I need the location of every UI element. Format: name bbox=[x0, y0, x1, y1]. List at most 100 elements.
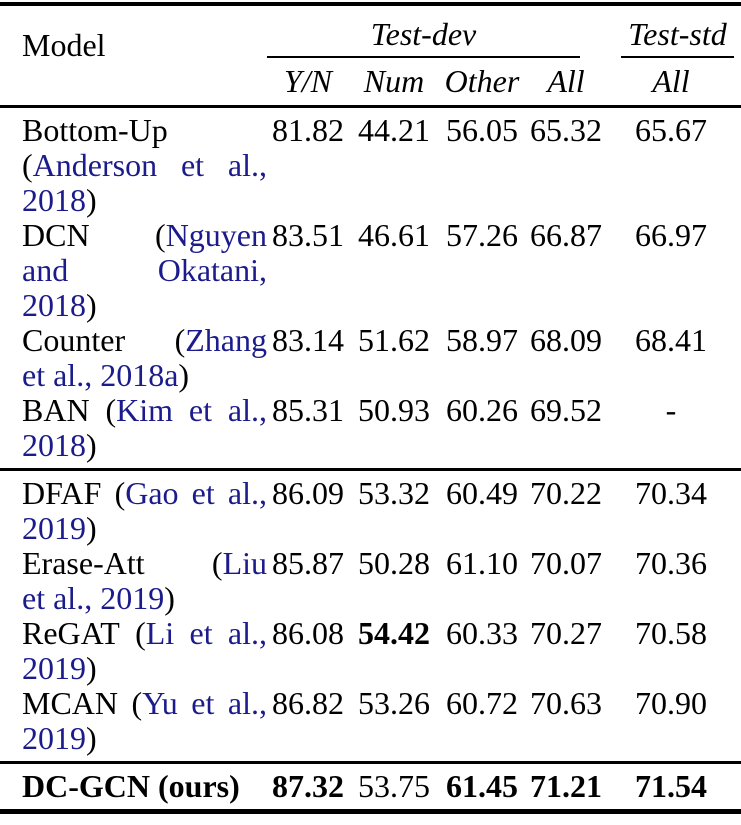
metric-value: 69.52 bbox=[530, 392, 602, 428]
model-name-text: ) bbox=[86, 720, 97, 756]
word: Bottom-Up bbox=[22, 113, 168, 148]
metric-value: 46.61 bbox=[358, 217, 430, 253]
word: (Anderson bbox=[22, 148, 157, 183]
model-cell: Counter (Zhang et al., 2018a) bbox=[22, 323, 267, 393]
model-name-text: BAN bbox=[22, 392, 90, 428]
citation-link[interactable]: 2019 bbox=[100, 580, 165, 616]
model-column-header: Model bbox=[22, 27, 106, 63]
citation-link[interactable]: Nguyen bbox=[165, 217, 267, 253]
header-rule bbox=[0, 105, 741, 108]
top-rule bbox=[0, 2, 741, 6]
model-cell: DCN (Nguyen and Okatani, 2018) bbox=[22, 218, 267, 323]
citation-link[interactable]: Li bbox=[145, 615, 175, 651]
column-header-other: Other bbox=[444, 63, 520, 99]
citation-link[interactable]: et bbox=[191, 475, 215, 511]
model-cell: Erase-Att (Liu et al., 2019) bbox=[22, 546, 267, 616]
model-name-text: ( bbox=[174, 322, 186, 358]
citation-link[interactable]: et bbox=[22, 357, 46, 393]
metric-value: 81.82 bbox=[272, 112, 344, 148]
word: and bbox=[22, 253, 68, 288]
citation-link[interactable]: et bbox=[180, 147, 205, 183]
metric-value: - bbox=[665, 392, 677, 428]
metric-value: 60.72 bbox=[446, 685, 518, 721]
column-header-all: All bbox=[652, 63, 690, 99]
citation-link[interactable]: 2018a bbox=[100, 357, 179, 393]
model-name-text: DFAF bbox=[22, 475, 102, 511]
model-name-text: ) bbox=[86, 427, 97, 463]
metric-value: 70.22 bbox=[530, 475, 602, 511]
citation-link[interactable]: al., bbox=[227, 475, 267, 511]
citation-link[interactable]: al., bbox=[227, 392, 267, 428]
metric-value: 58.97 bbox=[446, 322, 518, 358]
citation-link[interactable]: 2018 bbox=[22, 427, 86, 463]
word: (Li bbox=[135, 616, 174, 651]
citation-link[interactable]: and bbox=[22, 252, 69, 288]
word: DFAF bbox=[22, 476, 101, 511]
citation-link[interactable]: 2019 bbox=[22, 720, 86, 756]
citation-link[interactable]: 2018 bbox=[22, 287, 86, 323]
metric-value: 57.26 bbox=[446, 217, 518, 253]
citation-link[interactable]: Gao bbox=[125, 475, 179, 511]
citation-link[interactable]: Anderson bbox=[32, 147, 158, 183]
table-row: MCAN (Yu et al., 2019) 86.82 53.26 60.72 70.63 70… bbox=[0, 686, 741, 756]
word: 2019) bbox=[22, 721, 97, 756]
word: DC-GCN bbox=[22, 769, 150, 804]
citation-link[interactable]: et bbox=[22, 580, 46, 616]
metric-value: 70.63 bbox=[530, 685, 602, 721]
metric-value: 85.31 bbox=[272, 392, 344, 428]
citation-link[interactable]: et bbox=[189, 615, 213, 651]
word: Counter bbox=[22, 323, 125, 358]
word: (ours) bbox=[158, 769, 240, 804]
model-line: 2019) bbox=[22, 511, 267, 546]
citation-link[interactable]: Okatani, bbox=[157, 252, 267, 288]
section-divider-rule bbox=[0, 761, 741, 764]
model-line: DC-GCN (ours) bbox=[22, 769, 267, 804]
citation-link[interactable]: Kim bbox=[116, 392, 173, 428]
metric-value: 53.32 bbox=[358, 475, 430, 511]
metric-value: 70.36 bbox=[635, 545, 707, 581]
model-line: DFAF (Gao et al., bbox=[22, 476, 267, 511]
model-line: 2018) bbox=[22, 183, 267, 218]
table-body: Bottom-Up (Anderson et al., 2018) 81.82 44.21 5… bbox=[0, 108, 741, 809]
column-header-num: Num bbox=[363, 63, 425, 99]
word: et bbox=[189, 393, 212, 428]
citation-link[interactable]: al., bbox=[53, 580, 93, 616]
citation-link[interactable]: 2018 bbox=[22, 182, 86, 218]
model-line: ReGAT (Li et al., bbox=[22, 616, 267, 651]
word: al., bbox=[228, 686, 267, 721]
metric-value: 70.34 bbox=[635, 475, 707, 511]
model-name-text: ) bbox=[86, 287, 97, 323]
table-row: ReGAT (Li et al., 2019) 86.08 54.42 60.33 70.27 7… bbox=[0, 616, 741, 686]
model-line: 2018) bbox=[22, 428, 267, 463]
citation-link[interactable]: 2019 bbox=[22, 650, 86, 686]
metric-value: 87.32 bbox=[272, 768, 344, 804]
model-name-text: ( bbox=[155, 217, 166, 253]
model-line: Counter (Zhang bbox=[22, 323, 267, 358]
table-header: Model Test-dev Test-std Y/N Num Other All Al… bbox=[0, 6, 741, 105]
bottom-rule bbox=[0, 809, 741, 814]
teststd-group-header: Test-std bbox=[621, 6, 734, 58]
table-row: Counter (Zhang et al., 2018a) 83.14 51.62 58.97… bbox=[0, 323, 741, 393]
citation-link[interactable]: et bbox=[191, 685, 215, 721]
model-name-text: ( bbox=[105, 392, 117, 428]
model-name-text: Bottom-Up bbox=[22, 112, 168, 148]
word: (Kim bbox=[105, 393, 173, 428]
citation-link[interactable]: et bbox=[188, 392, 212, 428]
citation-link[interactable]: Yu bbox=[142, 685, 178, 721]
metric-value: 44.21 bbox=[358, 112, 430, 148]
table-row: DFAF (Gao et al., 2019) 86.09 53.32 60.49 70.22 7… bbox=[0, 476, 741, 546]
model-name-text: ) bbox=[86, 510, 97, 546]
citation-link[interactable]: al., bbox=[227, 147, 267, 183]
citation-link[interactable]: al., bbox=[227, 685, 267, 721]
metric-value: 71.21 bbox=[530, 768, 602, 804]
section-divider-rule bbox=[0, 468, 741, 471]
citation-link[interactable]: Zhang bbox=[185, 322, 267, 358]
metric-value: 83.14 bbox=[272, 322, 344, 358]
citation-link[interactable]: Liu bbox=[222, 545, 267, 581]
word: et bbox=[189, 616, 212, 651]
citation-link[interactable]: al., bbox=[227, 615, 267, 651]
citation-link[interactable]: al., bbox=[53, 357, 93, 393]
testdev-group-header: Test-dev bbox=[267, 6, 580, 58]
model-line: Erase-Att (Liu bbox=[22, 546, 267, 581]
citation-link[interactable]: 2019 bbox=[22, 510, 86, 546]
